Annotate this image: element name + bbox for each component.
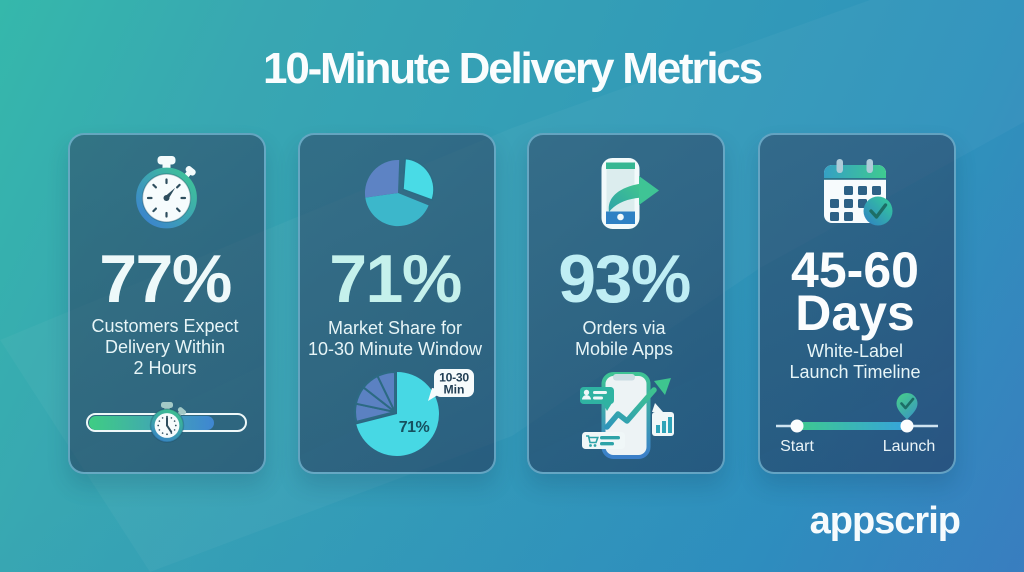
svg-text:10-30: 10-30 xyxy=(439,371,469,385)
svg-text:Min: Min xyxy=(444,383,465,397)
svg-text:71%: 71% xyxy=(399,419,430,436)
